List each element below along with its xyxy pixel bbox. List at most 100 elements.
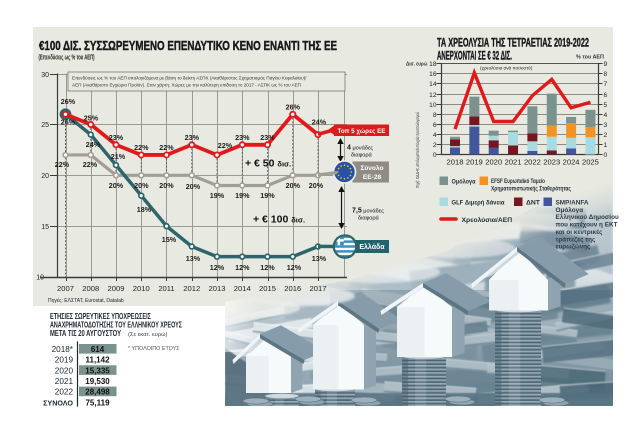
svg-text:8: 8 bbox=[433, 112, 437, 119]
svg-text:2014: 2014 bbox=[234, 284, 251, 293]
svg-text:Πηγές: ΕΛΣΤΑΤ, Eurostat, Datal: Πηγές: ΕΛΣΤΑΤ, Eurostat, Datalab bbox=[48, 297, 124, 304]
svg-text:2015: 2015 bbox=[259, 284, 276, 293]
svg-text:20%: 20% bbox=[186, 182, 201, 191]
svg-text:+ € 50 δισ.: + € 50 δισ. bbox=[245, 158, 291, 170]
svg-text:2020: 2020 bbox=[485, 158, 502, 167]
svg-text:1: 1 bbox=[604, 142, 608, 149]
svg-text:19%: 19% bbox=[235, 191, 250, 200]
svg-text:και οι κεντρικές: και οι κεντρικές bbox=[556, 229, 603, 236]
svg-text:28,498: 28,498 bbox=[85, 388, 110, 397]
svg-text:GLF Διμερή δάνεια: GLF Διμερή δάνεια bbox=[452, 200, 506, 207]
svg-text:6: 6 bbox=[433, 122, 437, 129]
svg-text:2017: 2017 bbox=[310, 284, 327, 293]
svg-text:2025: 2025 bbox=[582, 158, 599, 167]
svg-text:Επενδύσεις ως % του ΑΕΠ υπολογ: Επενδύσεις ως % του ΑΕΠ υπολογιζόμενα με… bbox=[72, 75, 307, 82]
svg-text:€100 ΔΙΣ. ΣΥΣΣΩΡΕΥΜΕΝΟ ΕΠΕΝΔΥΤ: €100 ΔΙΣ. ΣΥΣΣΩΡΕΥΜΕΝΟ ΕΠΕΝΔΥΤΙΚΟ ΚΕΝΟ Ε… bbox=[39, 38, 337, 53]
svg-text:22%: 22% bbox=[218, 141, 233, 150]
svg-text:ΤΑ ΧΡΕΟΛΥΣΙΑ ΤΗΣ ΤΕΤΡΑΕΤΙΑΣ 20: ΤΑ ΧΡΕΟΛΥΣΙΑ ΤΗΣ ΤΕΤΡΑΕΤΙΑΣ 2019-2022 bbox=[437, 36, 589, 50]
svg-text:0: 0 bbox=[604, 152, 608, 159]
svg-text:12: 12 bbox=[429, 92, 437, 99]
svg-text:2: 2 bbox=[604, 132, 608, 139]
svg-text:0: 0 bbox=[433, 152, 437, 159]
svg-text:2020: 2020 bbox=[55, 366, 74, 375]
svg-text:2012: 2012 bbox=[183, 284, 200, 293]
svg-text:75,119: 75,119 bbox=[85, 398, 110, 407]
svg-text:15%: 15% bbox=[162, 235, 177, 244]
svg-text:2018*: 2018* bbox=[52, 345, 74, 354]
svg-text:26%: 26% bbox=[61, 118, 76, 127]
svg-text:Τοπ 5 χώρες ΕΕ: Τοπ 5 χώρες ΕΕ bbox=[338, 128, 387, 135]
svg-text:7,5 μονάδες: 7,5 μονάδες bbox=[352, 208, 384, 215]
svg-text:23%: 23% bbox=[235, 133, 250, 142]
svg-text:19,530: 19,530 bbox=[85, 377, 110, 386]
svg-text:12%: 12% bbox=[260, 263, 275, 272]
svg-text:ευρωζώνης: ευρωζώνης bbox=[556, 244, 592, 251]
svg-text:Χρηματοπιστωτικής Σταθερότητας: Χρηματοπιστωτικής Σταθερότητας bbox=[491, 186, 571, 193]
svg-text:19%: 19% bbox=[210, 191, 225, 200]
svg-text:24%: 24% bbox=[312, 118, 327, 127]
svg-text:7: 7 bbox=[604, 81, 608, 88]
svg-text:9: 9 bbox=[604, 61, 608, 68]
svg-text:25: 25 bbox=[41, 122, 49, 129]
svg-text:που κατέχουν η ΕΚΤ: που κατέχουν η ΕΚΤ bbox=[556, 222, 618, 229]
svg-text:Ελληνικού Δημοσίου: Ελληνικού Δημοσίου bbox=[556, 213, 619, 221]
svg-text:ΑΝΕΡΧΟΝΤΑΙ ΣΕ € 32 ΔΙΣ.: ΑΝΕΡΧΟΝΤΑΙ ΣΕ € 32 ΔΙΣ. bbox=[437, 49, 512, 63]
svg-text:614: 614 bbox=[91, 345, 105, 354]
svg-text:22%: 22% bbox=[83, 160, 98, 169]
svg-text:20%: 20% bbox=[309, 181, 324, 190]
svg-text:2016: 2016 bbox=[284, 284, 301, 293]
svg-text:2018: 2018 bbox=[447, 158, 464, 167]
svg-text:Πηγή: ΟΔΔΗΧ, απολογιστικά στοι: Πηγή: ΟΔΔΗΧ, απολογιστικά στοιχεία προϋπ… bbox=[414, 112, 420, 188]
svg-text:4: 4 bbox=[604, 112, 608, 119]
svg-text:18: 18 bbox=[429, 61, 437, 68]
svg-text:2019: 2019 bbox=[466, 158, 483, 167]
svg-text:2024: 2024 bbox=[563, 158, 580, 167]
svg-text:EFSF Ευρωπαϊκό Ταμείο: EFSF Ευρωπαϊκό Ταμείο bbox=[491, 178, 545, 185]
svg-text:21%: 21% bbox=[111, 152, 126, 161]
svg-text:12%: 12% bbox=[210, 263, 225, 272]
svg-text:Ομόλογα: Ομόλογα bbox=[556, 206, 584, 214]
svg-text:6: 6 bbox=[604, 92, 608, 99]
svg-text:10: 10 bbox=[429, 102, 437, 109]
svg-text:3: 3 bbox=[604, 122, 608, 129]
svg-text:+ € 100 δισ.: + € 100 δισ. bbox=[253, 214, 305, 226]
svg-text:2019: 2019 bbox=[55, 356, 74, 365]
svg-text:(Σε εκατ. ευρώ): (Σε εκατ. ευρώ) bbox=[128, 332, 168, 338]
svg-text:διαφορά: διαφορά bbox=[358, 215, 380, 222]
svg-text:15: 15 bbox=[41, 224, 49, 231]
svg-text:2: 2 bbox=[433, 142, 437, 149]
svg-text:2009: 2009 bbox=[108, 284, 125, 293]
svg-text:ΔΝΤ: ΔΝΤ bbox=[526, 200, 541, 207]
svg-text:30: 30 bbox=[41, 72, 49, 79]
svg-text:2023: 2023 bbox=[543, 158, 560, 167]
svg-text:16: 16 bbox=[429, 71, 437, 78]
svg-text:25%: 25% bbox=[84, 114, 99, 123]
svg-text:Ομόλογα: Ομόλογα bbox=[452, 178, 477, 186]
svg-text:τράπεζες της: τράπεζες της bbox=[556, 236, 596, 243]
svg-text:ΕΕ-28: ΕΕ-28 bbox=[363, 174, 382, 181]
svg-text:15,335: 15,335 bbox=[85, 366, 110, 375]
svg-text:2021: 2021 bbox=[505, 158, 522, 167]
svg-text:22%: 22% bbox=[55, 160, 70, 169]
svg-text:διαφορά: διαφορά bbox=[351, 152, 373, 159]
svg-text:20%: 20% bbox=[286, 181, 301, 190]
svg-text:23%: 23% bbox=[185, 133, 200, 142]
svg-text:2021: 2021 bbox=[55, 377, 74, 386]
svg-text:23%: 23% bbox=[260, 133, 275, 142]
svg-text:4 μονάδες: 4 μονάδες bbox=[347, 145, 373, 152]
svg-text:ΜΕΤΑ ΤΙΣ 20 ΑΥΓΟΥΣΤΟΥ: ΜΕΤΑ ΤΙΣ 20 ΑΥΓΟΥΣΤΟΥ bbox=[50, 329, 121, 338]
svg-text:12%: 12% bbox=[287, 263, 302, 272]
svg-text:(χρεολύσια ανά ποσοστό): (χρεολύσια ανά ποσοστό) bbox=[480, 65, 533, 71]
svg-text:2011: 2011 bbox=[158, 284, 174, 293]
svg-text:18%: 18% bbox=[137, 205, 152, 214]
svg-text:11,142: 11,142 bbox=[85, 356, 110, 365]
svg-text:2010: 2010 bbox=[133, 284, 150, 293]
svg-text:(Επενδύσεις ως % του ΑΕΠ): (Επενδύσεις ως % του ΑΕΠ) bbox=[39, 55, 95, 62]
svg-text:22%: 22% bbox=[159, 143, 174, 152]
svg-text:8: 8 bbox=[604, 71, 608, 78]
svg-text:ΑΕΠ (Ακαθάριστο Εγχώριο Προϊόν: ΑΕΠ (Ακαθάριστο Εγχώριο Προϊόν). Στον χά… bbox=[72, 82, 301, 88]
svg-text:12%: 12% bbox=[235, 263, 250, 272]
svg-text:ΣΥΝΟΛΟ: ΣΥΝΟΛΟ bbox=[43, 398, 73, 407]
svg-text:19%: 19% bbox=[260, 191, 275, 200]
svg-text:Δισ. ευρώ: Δισ. ευρώ bbox=[406, 62, 428, 68]
